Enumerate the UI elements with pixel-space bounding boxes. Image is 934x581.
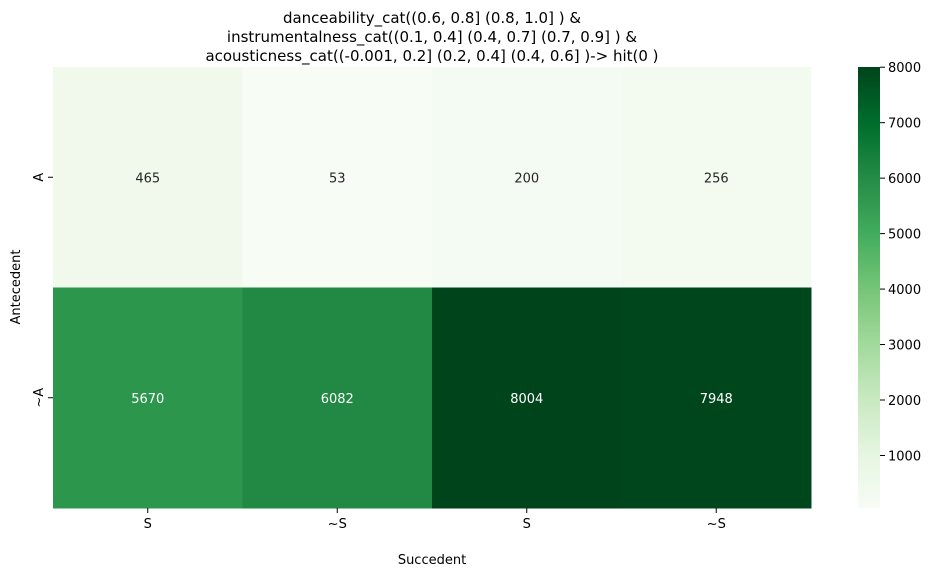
heatmap-cell bbox=[621, 287, 812, 509]
heatmap-cell bbox=[53, 67, 243, 288]
cell-value-label: 7948 bbox=[700, 392, 733, 407]
heatmap-cell bbox=[53, 287, 243, 509]
colorbar-tick-label: 7000 bbox=[888, 117, 921, 132]
heatmap-cell bbox=[432, 67, 622, 288]
heatmap-cell bbox=[432, 287, 622, 509]
colorbar-tick-label: 5000 bbox=[888, 228, 921, 243]
cell-value-label: 8004 bbox=[510, 392, 543, 407]
chart-title-line-1: danceability_cat((0.6, 0.8] (0.8, 1.0] )… bbox=[283, 9, 581, 28]
cell-value-label: 53 bbox=[329, 171, 346, 186]
colorbar-tick-label: 6000 bbox=[888, 172, 921, 187]
heatmap-cell bbox=[242, 287, 433, 509]
x-tick-label: S bbox=[144, 517, 152, 532]
colorbar-tick-label: 2000 bbox=[888, 394, 921, 409]
colorbar: 1000 2000 3000 4000 5000 6000 7000 8000 bbox=[858, 61, 921, 508]
chart-title-line-3: acousticness_cat((-0.001, 0.2] (0.2, 0.4… bbox=[205, 47, 658, 66]
y-axis-ticks: A ~A bbox=[32, 173, 53, 408]
y-axis-label: Antecedent bbox=[9, 250, 24, 325]
cell-value-label: 5670 bbox=[131, 392, 164, 407]
colorbar-tick-label: 1000 bbox=[888, 449, 921, 464]
x-axis-ticks: S ~S S ~S bbox=[144, 508, 726, 532]
heatmap-cell bbox=[621, 67, 812, 288]
cell-value-label: 465 bbox=[135, 171, 160, 186]
x-axis-label: Succedent bbox=[398, 553, 466, 568]
cell-value-label: 256 bbox=[704, 171, 729, 186]
heatmap-cells bbox=[53, 67, 812, 509]
x-tick-label: ~S bbox=[707, 517, 726, 532]
colorbar-tick-label: 4000 bbox=[888, 283, 921, 298]
heatmap-cell bbox=[242, 67, 433, 288]
colorbar-tick-label: 3000 bbox=[888, 339, 921, 354]
y-tick-label: ~A bbox=[32, 388, 47, 408]
cell-annotations: 465 53 200 256 5670 6082 8004 7948 bbox=[131, 171, 733, 407]
y-tick-label: A bbox=[32, 173, 47, 182]
x-tick-label: ~S bbox=[328, 517, 347, 532]
colorbar-gradient bbox=[858, 67, 880, 508]
cell-value-label: 200 bbox=[514, 171, 539, 186]
colorbar-ticks: 1000 2000 3000 4000 5000 6000 7000 8000 bbox=[880, 61, 921, 464]
cell-value-label: 6082 bbox=[321, 392, 354, 407]
chart-title: danceability_cat((0.6, 0.8] (0.8, 1.0] )… bbox=[205, 9, 658, 66]
chart-title-line-2: instrumentalness_cat((0.1, 0.4] (0.4, 0.… bbox=[227, 28, 637, 47]
colorbar-tick-label: 8000 bbox=[888, 61, 921, 76]
x-tick-label: S bbox=[523, 517, 531, 532]
